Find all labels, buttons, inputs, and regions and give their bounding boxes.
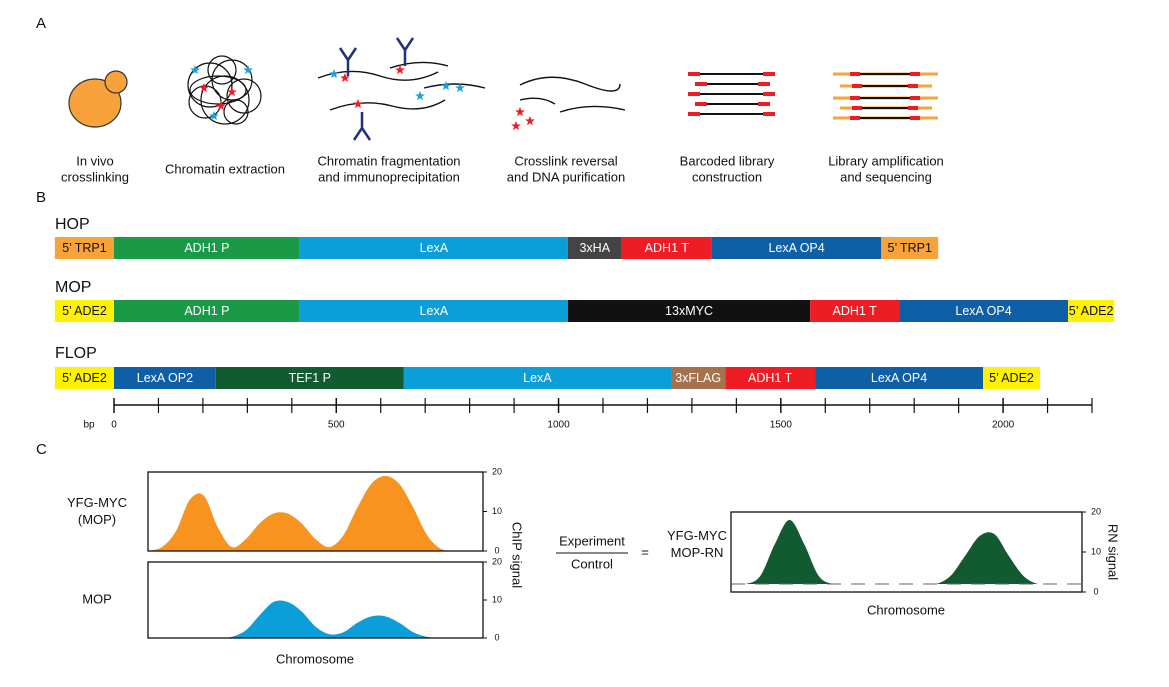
segment — [621, 237, 712, 259]
step-label: and DNA purification — [507, 169, 626, 184]
signal-area — [148, 475, 483, 551]
y-axis-label: ChIP signal — [510, 522, 525, 588]
segment — [725, 367, 816, 389]
panel-label: A — [36, 15, 46, 32]
segment — [881, 237, 939, 259]
segment-label: 3xHA — [579, 241, 610, 255]
step-label: and sequencing — [840, 169, 932, 184]
segment — [403, 367, 672, 389]
construct-name: FLOP — [55, 345, 97, 362]
segment-label: 13xMYC — [665, 304, 713, 318]
workflow-icons — [68, 36, 938, 142]
segment — [711, 237, 882, 259]
y-tick-label: 10 — [492, 594, 502, 604]
segment-label: ADH1 P — [184, 241, 229, 255]
step-label: Chromatin fragmentation — [317, 153, 460, 168]
plot-label: YFG-MYC — [667, 528, 727, 543]
segment — [567, 300, 811, 322]
segment — [983, 367, 1040, 389]
step-label: Crosslink reversal — [514, 153, 617, 168]
segment-label: TEF1 P — [289, 371, 331, 385]
plot-label: (MOP) — [78, 512, 116, 527]
segment-label: LexA OP4 — [955, 304, 1011, 318]
segment-label: 3xFLAG — [675, 371, 721, 385]
step-label: construction — [692, 169, 762, 184]
step-label: crosslinking — [61, 169, 129, 184]
tick-label: 0 — [111, 420, 117, 431]
equation-equals: = — [641, 544, 649, 559]
segment — [1067, 300, 1115, 322]
tick-label: 500 — [328, 420, 345, 431]
segment-label: 5’ TRP1 — [62, 241, 107, 255]
segment-label: ADH1 T — [645, 241, 690, 255]
segment-label: ADH1 T — [832, 304, 877, 318]
axis-label: bp — [83, 420, 95, 431]
segment-label: 5’ ADE2 — [62, 371, 107, 385]
step-label: and immunoprecipitation — [318, 169, 460, 184]
y-axis-label: RN signal — [1106, 524, 1121, 580]
y-tick-label: 0 — [494, 632, 499, 642]
segment — [815, 367, 984, 389]
segment-label: LexA — [420, 241, 449, 255]
segment — [567, 237, 622, 259]
signal-area — [731, 520, 1082, 584]
plot-label: YFG-MYC — [67, 495, 127, 510]
segment-label: 5’ ADE2 — [989, 371, 1034, 385]
y-tick-label: 10 — [492, 506, 502, 516]
y-tick-label: 10 — [1091, 546, 1101, 556]
segment — [54, 300, 114, 322]
segment-label: LexA — [523, 371, 552, 385]
y-tick-label: 0 — [494, 545, 499, 555]
segment — [114, 367, 216, 389]
segment-label: LexA — [420, 304, 449, 318]
step-label: Library amplification — [828, 153, 944, 168]
construct-name: HOP — [55, 216, 90, 233]
y-tick-label: 20 — [492, 556, 502, 566]
segment-label: LexA OP4 — [768, 241, 824, 255]
segment-label: 5’ TRP1 — [888, 241, 933, 255]
segment-label: LexA OP4 — [871, 371, 927, 385]
segment — [299, 300, 568, 322]
y-tick-label: 20 — [1091, 506, 1101, 516]
x-axis-label: Chromosome — [276, 651, 354, 666]
x-axis-label: Chromosome — [867, 602, 945, 617]
y-tick-label: 20 — [492, 466, 502, 476]
segment — [899, 300, 1068, 322]
segment — [114, 237, 300, 259]
segment-label: 5’ ADE2 — [1069, 304, 1114, 318]
segment — [215, 367, 404, 389]
signal-area — [148, 600, 483, 638]
equation-denominator: Control — [571, 556, 613, 571]
tick-label: 2000 — [992, 420, 1015, 431]
construct-name: MOP — [55, 279, 91, 296]
segment-label: LexA OP2 — [137, 371, 193, 385]
segment — [54, 237, 114, 259]
segment-label: 5’ ADE2 — [62, 304, 107, 318]
panel-label: C — [36, 441, 47, 458]
segment — [671, 367, 726, 389]
plot-label: MOP — [82, 591, 112, 606]
panel-label: B — [36, 189, 46, 206]
segment-label: ADH1 T — [748, 371, 793, 385]
tick-label: 1000 — [547, 420, 570, 431]
equation-numerator: Experiment — [559, 533, 625, 548]
segment — [54, 367, 114, 389]
step-label: In vivo — [76, 153, 114, 168]
segment-label: ADH1 P — [184, 304, 229, 318]
tick-label: 1500 — [770, 420, 793, 431]
segment — [299, 237, 568, 259]
segment — [810, 300, 900, 322]
step-label: Barcoded library — [680, 153, 775, 168]
y-tick-label: 0 — [1093, 586, 1098, 596]
step-label: Chromatin extraction — [165, 161, 285, 176]
plot-label: MOP-RN — [671, 545, 724, 560]
segment — [114, 300, 300, 322]
